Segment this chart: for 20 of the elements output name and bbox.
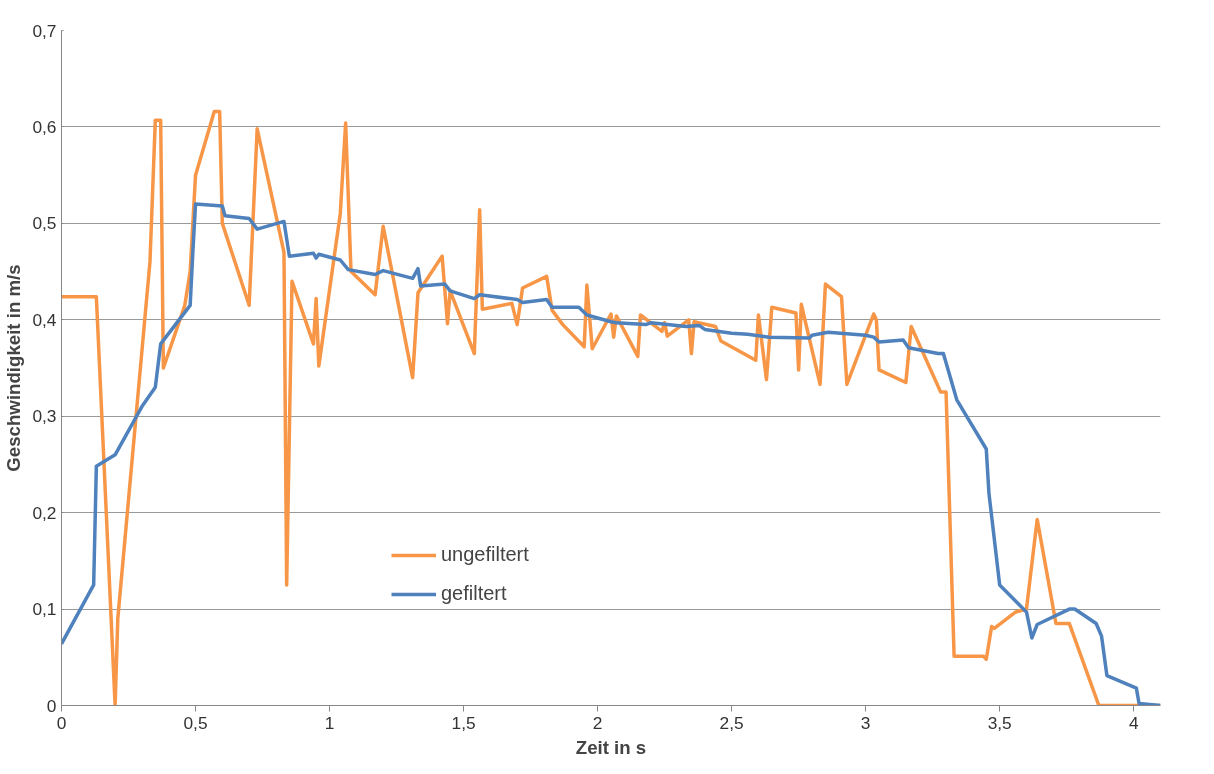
y-tick-label: 0,4 bbox=[32, 309, 57, 330]
x-tick-label: 1 bbox=[324, 712, 335, 733]
y-tick-label: 0,2 bbox=[32, 502, 57, 523]
legend-label: gefiltert bbox=[441, 582, 507, 605]
x-tick-label: 2,5 bbox=[719, 712, 744, 733]
x-tick-label: 3,5 bbox=[987, 712, 1012, 733]
x-tick-label: 3 bbox=[860, 712, 871, 733]
y-tick-label: 0,3 bbox=[32, 406, 57, 427]
y-axis-title: Geschwindigkeit in m/s bbox=[3, 264, 25, 472]
y-tick-label: 0,5 bbox=[32, 213, 57, 234]
x-tick-label: 2 bbox=[592, 712, 603, 733]
x-tick-label: 4 bbox=[1128, 712, 1139, 733]
y-tick-label: 0,6 bbox=[32, 116, 57, 137]
y-tick-label: 0,1 bbox=[32, 599, 57, 620]
x-tick-label: 1,5 bbox=[451, 712, 476, 733]
y-tick-label: 0,7 bbox=[32, 20, 57, 41]
legend-label: ungefiltert bbox=[441, 543, 529, 566]
x-axis-title: Zeit in s bbox=[575, 736, 647, 758]
x-tick-label: 0,5 bbox=[183, 712, 208, 733]
y-tick-label: 0 bbox=[46, 695, 57, 716]
